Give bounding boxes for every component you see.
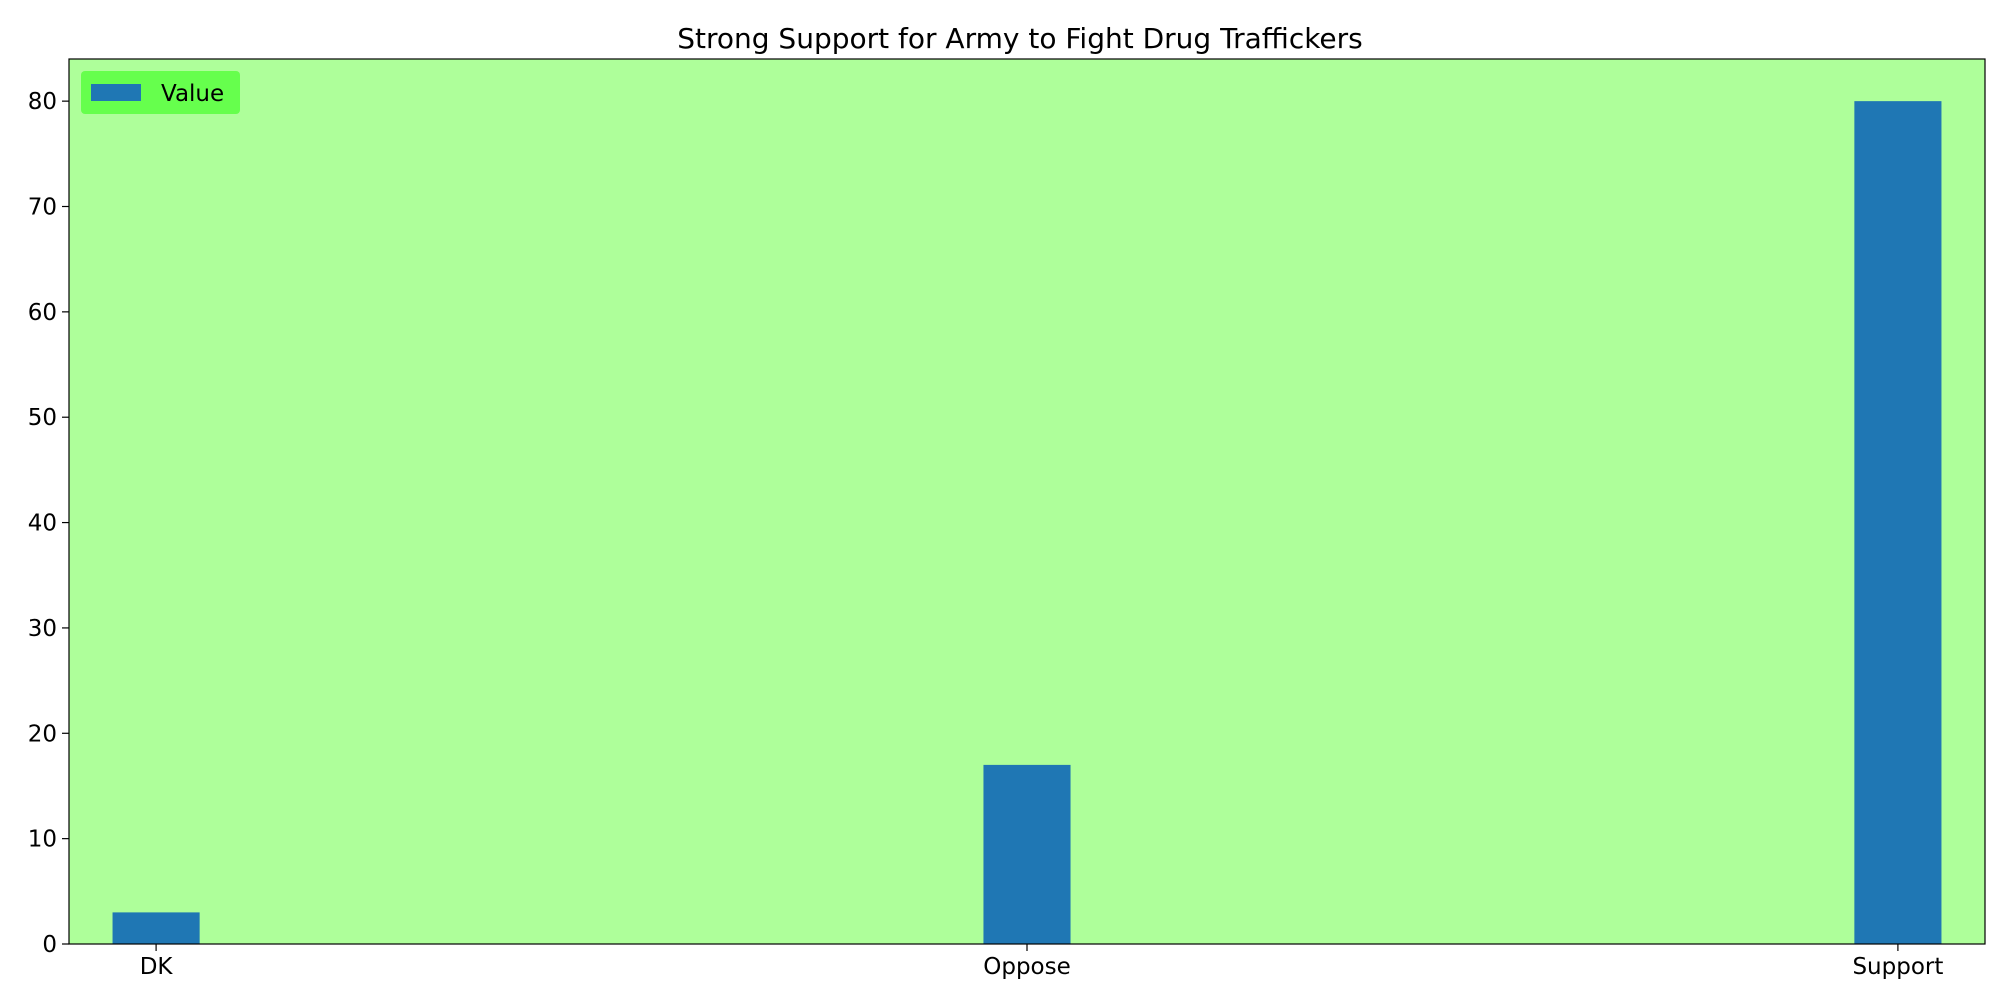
y-tick-label: 0 <box>42 932 57 958</box>
y-tick-label: 20 <box>28 721 57 747</box>
legend-swatch <box>91 84 141 101</box>
y-tick-label: 30 <box>28 616 57 642</box>
legend: Value <box>81 71 240 114</box>
bars-group <box>112 101 1942 944</box>
bar-oppose <box>983 764 1071 944</box>
y-tick-label: 10 <box>28 827 57 853</box>
chart-title: Strong Support for Army to Fight Drug Tr… <box>677 22 1363 55</box>
y-tick-label: 80 <box>28 89 57 115</box>
x-tick-label: Oppose <box>983 954 1071 980</box>
y-tick-label: 40 <box>28 511 57 537</box>
x-axis: DK Oppose Support <box>140 944 1943 980</box>
legend-box <box>81 71 240 114</box>
bar-dk <box>112 912 200 944</box>
legend-label: Value <box>161 81 224 107</box>
x-tick-label: DK <box>140 954 174 980</box>
plot-frame <box>68 58 1986 945</box>
y-tick-label: 60 <box>28 300 57 326</box>
y-axis: 0 10 20 30 40 50 60 70 80 <box>28 89 69 958</box>
y-tick-label: 50 <box>28 405 57 431</box>
x-tick-label: Support <box>1852 954 1943 980</box>
bar-support <box>1854 101 1942 944</box>
y-tick-label: 70 <box>28 195 57 221</box>
